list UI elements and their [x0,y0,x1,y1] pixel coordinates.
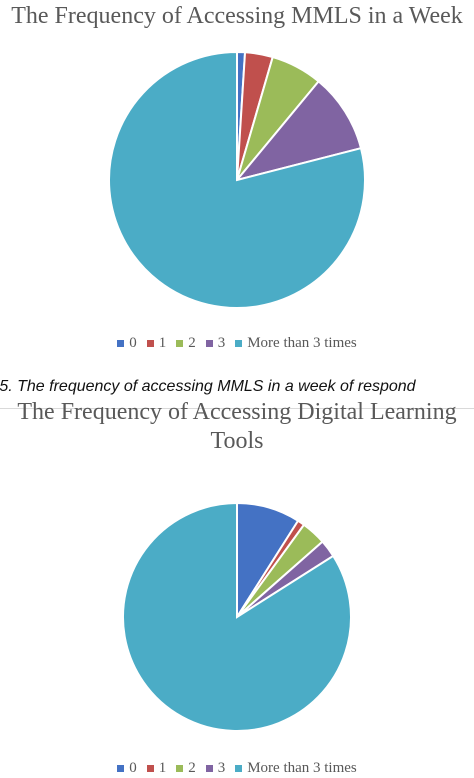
legend-swatch [176,339,184,347]
pie-chart-digital-learning-tools [122,501,352,732]
legend-item: 3 [205,759,226,777]
legend-label: 3 [217,334,226,351]
legend-swatch [117,764,125,772]
legend-label: 1 [158,759,167,776]
legend-item: More than 3 times [235,335,357,352]
figure-caption: e 5. The frequency of accessing MMLS in … [0,378,416,395]
chart-legend: 0 1 2 3 More than 3 times [0,333,474,353]
legend-label: 1 [158,334,167,351]
pie-slice-more-than-3-times [108,50,366,309]
legend-item: 3 [205,334,226,352]
legend-label: 0 [129,334,137,351]
legend-item: 1 [146,759,167,777]
legend-label: 0 [129,759,137,776]
chart-legend: 0 1 2 3 More than 3 times [0,758,474,778]
legend-label: More than 3 times [247,334,357,351]
legend-item: 0 [117,335,137,352]
legend-swatch [176,764,184,772]
legend-swatch [146,339,154,347]
legend-label: 2 [188,759,196,776]
chart-title: The Frequency of Accessing MMLS in a Wee… [11,3,463,29]
pie-slice-more-than-3-times [122,501,352,732]
legend-swatch [146,764,154,772]
legend-swatch [117,339,125,347]
legend-item: 2 [176,760,196,777]
chart-title: The Frequency of Accessing Digital Learn… [17,399,457,454]
legend-swatch [205,764,213,772]
legend-item: More than 3 times [235,760,357,777]
legend-swatch [205,339,213,347]
legend-item: 1 [146,334,167,352]
legend-item: 2 [176,335,196,352]
legend-item: 0 [117,760,137,777]
legend-label: 2 [188,334,196,351]
legend-label: 3 [217,759,226,776]
pie-chart-mmls [108,50,366,309]
divider [0,408,474,409]
legend-swatch [235,764,243,772]
legend-swatch [235,339,243,347]
legend-label: More than 3 times [247,759,357,776]
